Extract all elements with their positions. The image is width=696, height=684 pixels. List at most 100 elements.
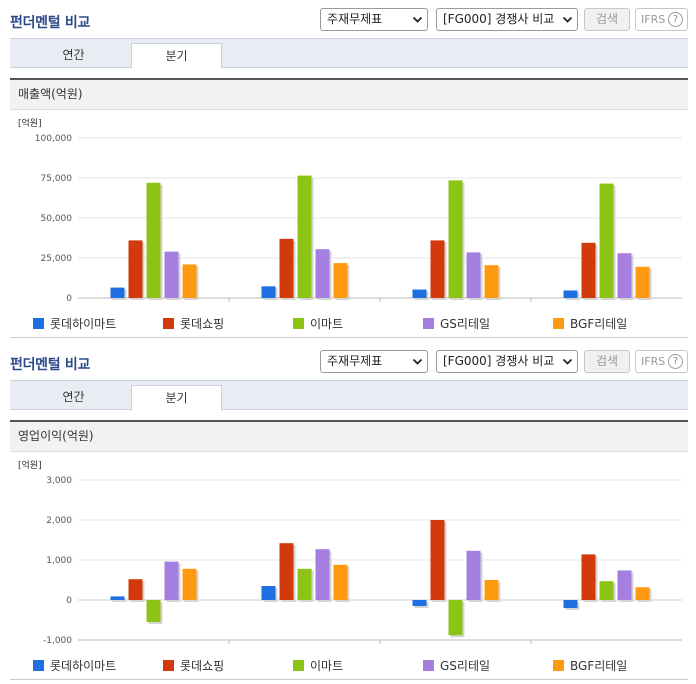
legend-label: BGF리테일: [570, 317, 628, 331]
bar: [315, 549, 330, 600]
unit-label: [억원]: [18, 459, 42, 471]
bar: [635, 587, 650, 600]
legend-item-emart[interactable]: 이마트: [293, 315, 343, 332]
legend-swatch: [553, 660, 564, 671]
operating-profit-bar-chart: [억원]3,0002,0001,0000-1,0002023/062023/09…: [18, 459, 682, 644]
y-tick-label: 0: [66, 294, 72, 302]
bar: [599, 581, 614, 600]
fundamental-section-revenue: 펀더멘털 비교 주재무제표 [FG000] 경쟁사 비교 검색 IFRS ? 연…: [10, 8, 688, 338]
compare-select[interactable]: [FG000] 경쟁사 비교: [436, 8, 578, 31]
tab-quarterly[interactable]: 분기: [131, 385, 222, 411]
legend-item-gs-retail[interactable]: GS리테일: [423, 315, 490, 332]
search-button[interactable]: 검색: [584, 350, 630, 373]
statement-select-value: 주재무제표: [327, 354, 383, 368]
chevron-down-icon: [412, 16, 423, 23]
bar: [297, 568, 312, 600]
legend-item-emart[interactable]: 이마트: [293, 657, 343, 674]
legend-swatch: [423, 660, 434, 671]
section-title: 펀더멘털 비교: [10, 357, 91, 373]
help-icon: ?: [668, 354, 683, 369]
tab-quarterly[interactable]: 분기: [131, 43, 222, 69]
y-tick-label: 50,000: [41, 214, 73, 224]
bar: [261, 286, 276, 298]
bar: [448, 600, 463, 636]
legend-swatch: [553, 318, 564, 329]
bar: [599, 183, 614, 298]
legend-swatch: [33, 660, 44, 671]
y-tick-label: 2,000: [46, 516, 72, 526]
ifrs-label: IFRS: [641, 355, 666, 368]
bar: [563, 600, 578, 608]
panel-title: 매출액(억원): [10, 80, 688, 110]
tab-annual[interactable]: 연간: [62, 48, 85, 62]
y-tick-label: 75,000: [41, 174, 73, 184]
chart-legend: 롯데하이마트 롯데쇼핑 이마트 GS리테일 BGF리테일: [10, 312, 688, 332]
unit-label: [억원]: [18, 117, 42, 129]
bar: [333, 564, 348, 600]
y-tick-label: 1,000: [46, 556, 72, 566]
ifrs-button[interactable]: IFRS ?: [635, 350, 688, 373]
bar: [617, 570, 632, 600]
bar: [466, 550, 481, 600]
legend-item-lotte-shopping[interactable]: 롯데쇼핑: [163, 657, 224, 674]
compare-select-value: [FG000] 경쟁사 비교: [443, 354, 555, 368]
section-header: 펀더멘털 비교 주재무제표 [FG000] 경쟁사 비교 검색 IFRS ?: [0, 342, 696, 380]
period-tabs: 연간 분기: [10, 380, 688, 411]
legend-label: 이마트: [310, 317, 344, 331]
legend-swatch: [293, 660, 304, 671]
chevron-down-icon: [412, 358, 423, 365]
statement-select[interactable]: 주재무제표: [320, 350, 428, 373]
bar: [146, 182, 161, 298]
bar: [279, 238, 294, 298]
bar: [110, 596, 125, 600]
bar: [563, 290, 578, 298]
panel-title: 영업이익(억원): [10, 422, 688, 452]
y-tick-label: 25,000: [41, 254, 73, 264]
legend-label: 이마트: [310, 659, 344, 673]
legend-swatch: [163, 660, 174, 671]
legend-item-lotte-himart[interactable]: 롯데하이마트: [33, 315, 116, 332]
chart-legend: 롯데하이마트 롯데쇼핑 이마트 GS리테일 BGF리테일: [10, 654, 688, 674]
legend-swatch: [423, 318, 434, 329]
legend-item-bgf-retail[interactable]: BGF리테일: [553, 657, 627, 674]
legend-label: GS리테일: [440, 659, 491, 673]
ifrs-label: IFRS: [641, 13, 666, 26]
bar: [430, 240, 445, 298]
ifrs-button[interactable]: IFRS ?: [635, 8, 688, 31]
bar: [430, 520, 445, 600]
legend-item-bgf-retail[interactable]: BGF리테일: [553, 315, 627, 332]
statement-select-value: 주재무제표: [327, 12, 383, 26]
search-button[interactable]: 검색: [584, 8, 630, 31]
revenue-bar-chart: [억원]100,00075,00050,00025,00002023/06202…: [18, 117, 682, 302]
chart-panel: 영업이익(억원) [억원]3,0002,0001,0000-1,0002023/…: [10, 420, 688, 680]
bar: [581, 242, 596, 298]
legend-item-lotte-himart[interactable]: 롯데하이마트: [33, 657, 116, 674]
legend-label: 롯데하이마트: [50, 317, 117, 331]
bar: [297, 175, 312, 298]
legend-item-gs-retail[interactable]: GS리테일: [423, 657, 490, 674]
bar: [315, 249, 330, 298]
bar: [333, 263, 348, 298]
legend-item-lotte-shopping[interactable]: 롯데쇼핑: [163, 315, 224, 332]
legend-label: 롯데하이마트: [50, 659, 117, 673]
bar: [182, 264, 197, 298]
legend-swatch: [33, 318, 44, 329]
fundamental-section-operating-profit: 펀더멘털 비교 주재무제표 [FG000] 경쟁사 비교 검색 IFRS ? 연…: [0, 342, 696, 684]
compare-select[interactable]: [FG000] 경쟁사 비교: [436, 350, 578, 373]
period-tabs: 연간 분기: [10, 38, 688, 69]
bar: [412, 600, 427, 606]
compare-select-value: [FG000] 경쟁사 비교: [443, 12, 555, 26]
statement-select[interactable]: 주재무제표: [320, 8, 428, 31]
bar: [617, 253, 632, 298]
y-tick-label: -1,000: [43, 636, 72, 644]
bar: [581, 554, 596, 600]
section-title: 펀더멘털 비교: [10, 15, 91, 31]
bar: [448, 180, 463, 298]
tab-annual[interactable]: 연간: [62, 390, 85, 404]
legend-label: 롯데쇼핑: [180, 659, 225, 673]
legend-swatch: [163, 318, 174, 329]
legend-label: 롯데쇼핑: [180, 317, 225, 331]
legend-label: GS리테일: [440, 317, 491, 331]
bar: [635, 266, 650, 298]
bar: [146, 600, 161, 622]
